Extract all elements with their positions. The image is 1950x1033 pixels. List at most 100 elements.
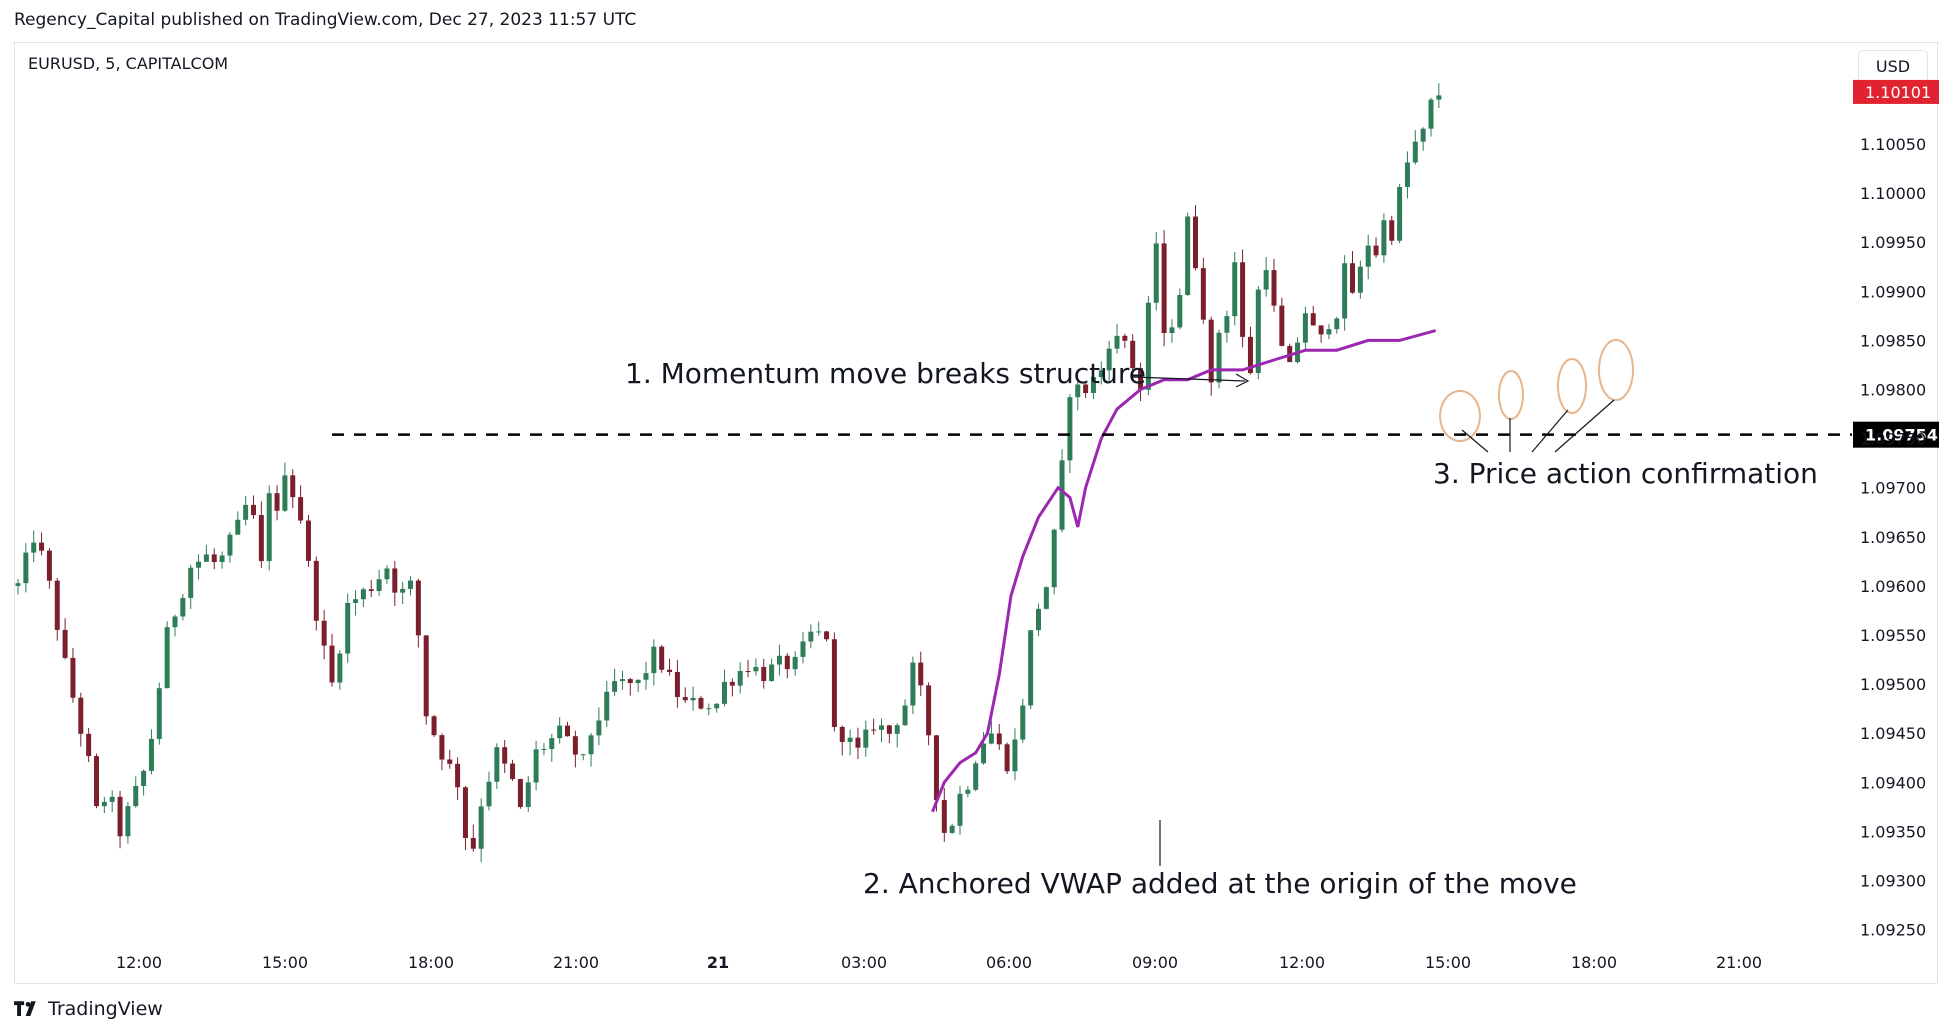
y-tick-label: 1.09800	[1860, 381, 1926, 400]
candle-body	[557, 725, 563, 739]
candle-body	[1138, 368, 1144, 390]
annotation-vwap: 2. Anchored VWAP added at the origin of …	[863, 867, 1577, 900]
candle-body	[572, 736, 578, 755]
chart-frame	[14, 42, 1938, 984]
candle-body	[196, 561, 202, 568]
retest-highlight-circle	[1598, 339, 1634, 401]
candle-body	[1075, 384, 1081, 398]
candle-body	[1177, 294, 1183, 328]
candle-body	[612, 681, 618, 692]
candle-body	[1145, 302, 1151, 390]
candle-body	[824, 631, 830, 640]
candle-body	[31, 542, 37, 553]
candle-body	[258, 515, 264, 562]
candle-body	[321, 620, 327, 646]
x-tick-label: 12:00	[116, 953, 162, 972]
candle-body	[1059, 460, 1065, 530]
candle-body	[1350, 263, 1355, 293]
candle-body	[1216, 332, 1222, 383]
candle-body	[596, 720, 602, 736]
tradingview-brand[interactable]: TradingView	[14, 998, 163, 1020]
candle-body	[847, 737, 853, 742]
candle-body	[86, 733, 92, 757]
candle-body	[1043, 587, 1049, 609]
current-price-label: 1.10101	[1865, 83, 1931, 102]
candle-body	[1310, 313, 1316, 326]
x-tick-label: 12:00	[1279, 953, 1325, 972]
candle-body	[1106, 348, 1112, 371]
confirmation-arrow	[1461, 429, 1489, 453]
candle-body	[627, 679, 633, 684]
candle-body	[659, 646, 665, 670]
candle-body	[918, 662, 924, 686]
candle-body	[1365, 245, 1371, 267]
tradingview-logo-icon	[14, 1001, 36, 1016]
candle-body	[580, 754, 586, 756]
candle-body	[729, 681, 735, 686]
symbol-label[interactable]: EURUSD, 5, CAPITALCOM	[28, 54, 229, 73]
candle-body	[1240, 262, 1246, 337]
retest-highlight-circle	[1498, 370, 1524, 420]
candle-body	[871, 729, 877, 731]
y-tick-label: 1.09550	[1860, 626, 1926, 645]
candle-body	[62, 629, 68, 658]
y-tick-label: 1.09250	[1860, 921, 1926, 940]
candle-body	[23, 552, 29, 584]
candle-body	[761, 666, 767, 682]
candle-body	[415, 580, 421, 636]
publish-info: Regency_Capital published on TradingView…	[14, 10, 637, 30]
candle-body	[753, 666, 759, 672]
candle-body	[1271, 270, 1277, 306]
candle-body	[101, 801, 107, 807]
candle-body	[156, 688, 162, 739]
annotations: 1. Momentum move breaks structure 2. Anch…	[625, 339, 1818, 900]
candle-body	[1004, 744, 1010, 772]
candle-body	[1373, 245, 1379, 256]
candle-body	[1412, 141, 1418, 163]
candle-body	[769, 664, 775, 682]
candle-body	[706, 708, 712, 710]
candle-body	[1114, 335, 1120, 349]
confirmation-arrow	[1531, 409, 1569, 453]
candle-body	[39, 542, 45, 551]
candle-body	[447, 759, 453, 764]
candle-body	[1067, 397, 1073, 461]
candle-body	[1420, 128, 1426, 142]
candle-body	[439, 735, 445, 760]
x-tick-label: 09:00	[1132, 953, 1178, 972]
candle-body	[400, 588, 406, 593]
x-tick-label: 06:00	[986, 953, 1032, 972]
candle-body	[486, 781, 492, 807]
candle-body	[54, 580, 60, 630]
candle-body	[541, 749, 547, 751]
candle-body	[894, 725, 900, 734]
candle-body	[1428, 99, 1434, 129]
y-tick-label: 1.09700	[1860, 479, 1926, 498]
candle-body	[1012, 739, 1018, 772]
candle-body	[1397, 186, 1403, 241]
x-tick-label: 15:00	[1425, 953, 1471, 972]
structure-level: 1.09754 1.10101	[332, 79, 1939, 448]
candle-body	[800, 641, 806, 657]
candle-body	[353, 599, 359, 603]
candle-body	[839, 726, 845, 742]
candle-body	[1090, 377, 1096, 394]
candle-body	[722, 681, 727, 704]
annotation-confirmation: 3. Price action confirmation	[1433, 457, 1818, 490]
candle-body	[886, 725, 892, 734]
candle-body	[494, 747, 500, 782]
candle-body	[776, 655, 782, 665]
candle-body	[392, 568, 398, 593]
candle-body	[981, 743, 987, 764]
candle-body	[949, 825, 955, 833]
candle-body	[78, 697, 84, 734]
candle-body	[290, 475, 296, 498]
candle-body	[533, 749, 539, 783]
candle-body	[117, 796, 123, 837]
x-tick-label: 18:00	[408, 953, 454, 972]
candle-body	[251, 504, 256, 516]
candle-body	[926, 685, 932, 736]
y-tick-label: 1.09500	[1860, 675, 1926, 694]
candle-body	[15, 583, 21, 586]
